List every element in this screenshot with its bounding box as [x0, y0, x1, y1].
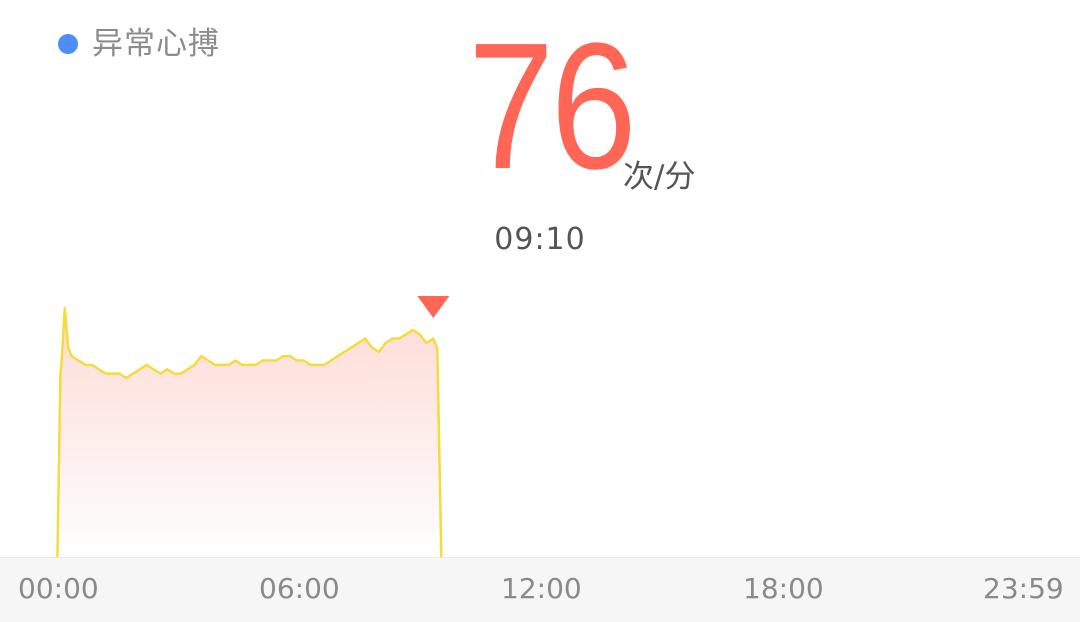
heart-rate-data-point — [166, 368, 169, 371]
legend-label: 异常心搏 — [92, 26, 220, 62]
legend-dot-icon — [58, 34, 78, 54]
heart-rate-data-point — [138, 368, 141, 371]
heart-rate-data-point — [261, 359, 264, 362]
heart-rate-data-point — [391, 337, 394, 340]
selected-time-marker-icon[interactable] — [417, 296, 450, 318]
heart-rate-data-point — [405, 333, 407, 336]
heart-rate-data-point — [77, 359, 80, 362]
heart-rate-data-point — [343, 350, 346, 353]
axis-tick-label: 23:59 — [983, 572, 1064, 605]
heart-rate-data-point — [289, 355, 291, 358]
heart-rate-data-point — [200, 355, 203, 358]
heart-rate-data-point — [398, 337, 401, 340]
heart-rate-data-point — [323, 363, 326, 366]
reading-time: 09:10 — [494, 222, 586, 257]
heart-rate-data-point — [67, 346, 70, 349]
heart-rate-data-point — [220, 363, 223, 366]
heart-rate-data-point — [118, 372, 121, 375]
heart-rate-data-point — [186, 368, 189, 371]
heart-rate-data-point — [425, 342, 428, 344]
axis-tick-label: 12:00 — [501, 572, 582, 605]
heart-rate-data-point — [104, 372, 107, 375]
heart-rate-data-point — [70, 355, 73, 358]
heart-rate-data-point — [275, 359, 278, 362]
heart-rate-data-point — [193, 363, 196, 366]
heart-rate-data-point — [316, 363, 319, 366]
heart-rate-data-point — [411, 328, 414, 331]
heart-rate-data-point — [234, 359, 237, 362]
heart-rate-data-point — [63, 307, 66, 309]
time-axis: 00:00 06:00 12:00 18:00 23:59 — [0, 557, 1080, 622]
heart-rate-data-point — [214, 363, 216, 366]
heart-rate-data-point — [370, 346, 373, 349]
heart-rate-data-point — [336, 355, 339, 358]
heart-rate-data-point — [132, 372, 135, 375]
heart-rate-data-point — [282, 355, 285, 358]
heart-rate-data-point — [357, 342, 360, 344]
axis-tick-label: 18:00 — [743, 572, 824, 605]
axis-tick-label: 00:00 — [18, 572, 99, 605]
heart-rate-data-point — [179, 372, 182, 375]
axis-tick-label: 06:00 — [259, 572, 340, 605]
heart-rate-data-point — [384, 342, 387, 344]
heart-rate-data-point — [254, 363, 257, 366]
heart-rate-data-point — [152, 368, 155, 371]
heart-rate-data-point — [97, 368, 100, 371]
heart-rate-data-point — [302, 359, 305, 362]
legend: 异常心搏 — [58, 24, 220, 64]
heart-rate-data-point — [364, 337, 367, 340]
heart-rate-data-point — [159, 372, 162, 375]
heart-rate-data-point — [268, 359, 271, 362]
heart-rate-data-point — [111, 372, 114, 375]
heart-rate-data-point — [377, 350, 380, 353]
heart-rate-data-point — [125, 377, 128, 379]
heart-rate-readout: 76 次/分 — [0, 6, 1080, 207]
heart-rate-data-point — [432, 337, 435, 340]
heart-rate-data-point — [145, 363, 148, 366]
heart-rate-data-point — [207, 359, 210, 362]
heart-rate-data-point — [350, 346, 353, 349]
heart-rate-data-point — [330, 359, 332, 362]
heart-rate-unit: 次/分 — [623, 159, 696, 195]
heart-rate-value: 76 — [468, 6, 637, 207]
heart-rate-data-point — [418, 333, 421, 336]
heart-rate-data-point — [241, 363, 244, 366]
heart-rate-data-point — [248, 363, 251, 366]
heart-rate-data-point — [295, 359, 298, 362]
heart-rate-data-point — [227, 363, 230, 366]
heart-rate-data-point — [60, 363, 63, 366]
heart-rate-data-point — [84, 363, 87, 366]
heart-rate-data-point — [91, 363, 94, 366]
heart-rate-data-point — [173, 372, 175, 375]
heart-rate-data-point — [309, 363, 312, 366]
